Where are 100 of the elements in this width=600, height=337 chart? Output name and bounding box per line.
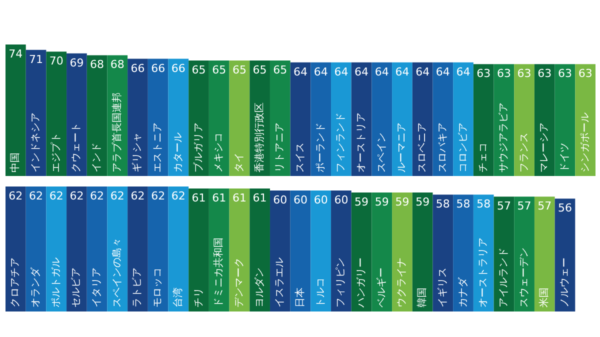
bar bbox=[270, 60, 290, 176]
data-label: 62 bbox=[8, 190, 23, 202]
bar bbox=[26, 50, 46, 176]
data-label: 65 bbox=[252, 64, 267, 77]
x-tick-label: ブルガリア bbox=[192, 122, 204, 172]
x-tick-label: ヨルダン bbox=[253, 268, 266, 308]
data-label: 64 bbox=[334, 65, 348, 78]
data-label: 63 bbox=[578, 67, 592, 80]
bar bbox=[432, 62, 454, 176]
data-label: 62 bbox=[130, 190, 145, 202]
data-label: 63 bbox=[517, 67, 532, 80]
x-tick-label: オランダ bbox=[30, 266, 42, 308]
bar bbox=[148, 58, 168, 176]
x-tick-label: ギリシャ bbox=[131, 132, 144, 172]
x-tick-label: メキシコ bbox=[214, 132, 225, 172]
x-tick-label: 米国 bbox=[538, 288, 550, 308]
bar bbox=[290, 190, 311, 312]
x-tick-label: リトアニア bbox=[274, 122, 286, 172]
bar bbox=[412, 192, 433, 312]
x-tick-label: ベルギー bbox=[375, 268, 388, 308]
x-tick-label: エジプト bbox=[50, 132, 62, 172]
bar bbox=[554, 198, 576, 312]
x-tick-label: カナダ bbox=[456, 276, 469, 308]
x-tick-label: 日本 bbox=[294, 288, 306, 308]
bar bbox=[554, 64, 576, 176]
bar bbox=[26, 186, 46, 312]
bar bbox=[351, 62, 372, 176]
data-label: 64 bbox=[395, 65, 410, 78]
x-tick-label: オーストリア bbox=[356, 112, 368, 172]
bar bbox=[310, 190, 332, 312]
data-label: 63 bbox=[558, 67, 572, 80]
bar bbox=[128, 58, 148, 176]
data-label: 68 bbox=[110, 58, 124, 72]
bar bbox=[575, 64, 596, 176]
data-label: 61 bbox=[232, 192, 246, 205]
data-label: 57 bbox=[517, 200, 532, 213]
data-label: 65 bbox=[232, 64, 246, 77]
x-tick-label: スイス bbox=[295, 142, 306, 172]
bar bbox=[168, 58, 189, 176]
x-tick-label: アイルランド bbox=[498, 248, 510, 308]
data-label: 65 bbox=[192, 64, 206, 77]
x-tick-label: ドミニカ共和国 bbox=[212, 238, 225, 308]
bar bbox=[188, 188, 209, 312]
bar bbox=[46, 186, 67, 312]
x-tick-label: サウジアラビア bbox=[498, 102, 510, 172]
data-label: 61 bbox=[212, 192, 226, 205]
x-tick-label: チェコ bbox=[478, 142, 490, 172]
data-label: 59 bbox=[354, 196, 369, 209]
x-tick-label: スロベニア bbox=[417, 122, 428, 172]
data-label: 62 bbox=[151, 190, 166, 202]
x-tick-label: 香港特別行政区 bbox=[253, 102, 266, 172]
bar bbox=[168, 186, 189, 312]
data-label: 62 bbox=[29, 190, 44, 202]
x-tick-label: カタール bbox=[172, 132, 184, 172]
bar bbox=[188, 60, 209, 176]
bar bbox=[534, 64, 555, 176]
x-tick-label: ポーランド bbox=[315, 122, 326, 172]
data-label: 70 bbox=[49, 54, 64, 68]
x-tick-label: スウェーデン bbox=[518, 248, 530, 308]
bar bbox=[46, 52, 67, 176]
bar bbox=[351, 192, 372, 312]
data-label: 62 bbox=[70, 190, 84, 202]
data-label: 59 bbox=[416, 196, 430, 209]
x-tick-label: 中国 bbox=[9, 152, 22, 172]
data-label: 64 bbox=[314, 65, 328, 78]
x-tick-label: デンマーク bbox=[234, 258, 245, 308]
bar bbox=[66, 186, 87, 312]
data-label: 69 bbox=[70, 56, 84, 70]
bar bbox=[148, 186, 168, 312]
data-label: 64 bbox=[416, 65, 430, 78]
x-tick-label: ウクライナ bbox=[396, 258, 408, 308]
x-tick-label: イタリア bbox=[92, 268, 103, 308]
x-tick-label: オーストラリア bbox=[478, 238, 490, 308]
bar bbox=[331, 190, 352, 312]
data-label: 56 bbox=[558, 202, 572, 215]
bar bbox=[208, 60, 230, 176]
data-label: 66 bbox=[130, 62, 145, 75]
x-tick-label: 台湾 bbox=[172, 288, 184, 308]
bar bbox=[229, 60, 250, 176]
bar bbox=[514, 64, 534, 176]
data-label: 62 bbox=[49, 190, 64, 202]
bar bbox=[6, 186, 26, 312]
x-tick-label: クロアチア bbox=[10, 258, 22, 308]
bar bbox=[453, 194, 474, 312]
x-tick-label: イギリス bbox=[436, 268, 448, 308]
bar bbox=[494, 196, 514, 312]
x-tick-label: ラトビア bbox=[132, 268, 144, 308]
data-label: 58 bbox=[476, 198, 491, 211]
bar bbox=[453, 62, 474, 176]
x-tick-label: フィンランド bbox=[336, 112, 347, 172]
data-label: 74 bbox=[8, 48, 23, 60]
x-tick-label: チリ bbox=[193, 288, 204, 308]
x-tick-label: 韓国 bbox=[416, 288, 428, 308]
x-tick-label: クウェート bbox=[71, 122, 82, 172]
bar bbox=[534, 196, 555, 312]
data-label: 60 bbox=[294, 194, 308, 207]
x-tick-label: フィリピン bbox=[336, 258, 347, 308]
data-label: 71 bbox=[29, 52, 44, 66]
x-tick-label: ポルトガル bbox=[50, 258, 62, 308]
bar bbox=[86, 55, 108, 176]
